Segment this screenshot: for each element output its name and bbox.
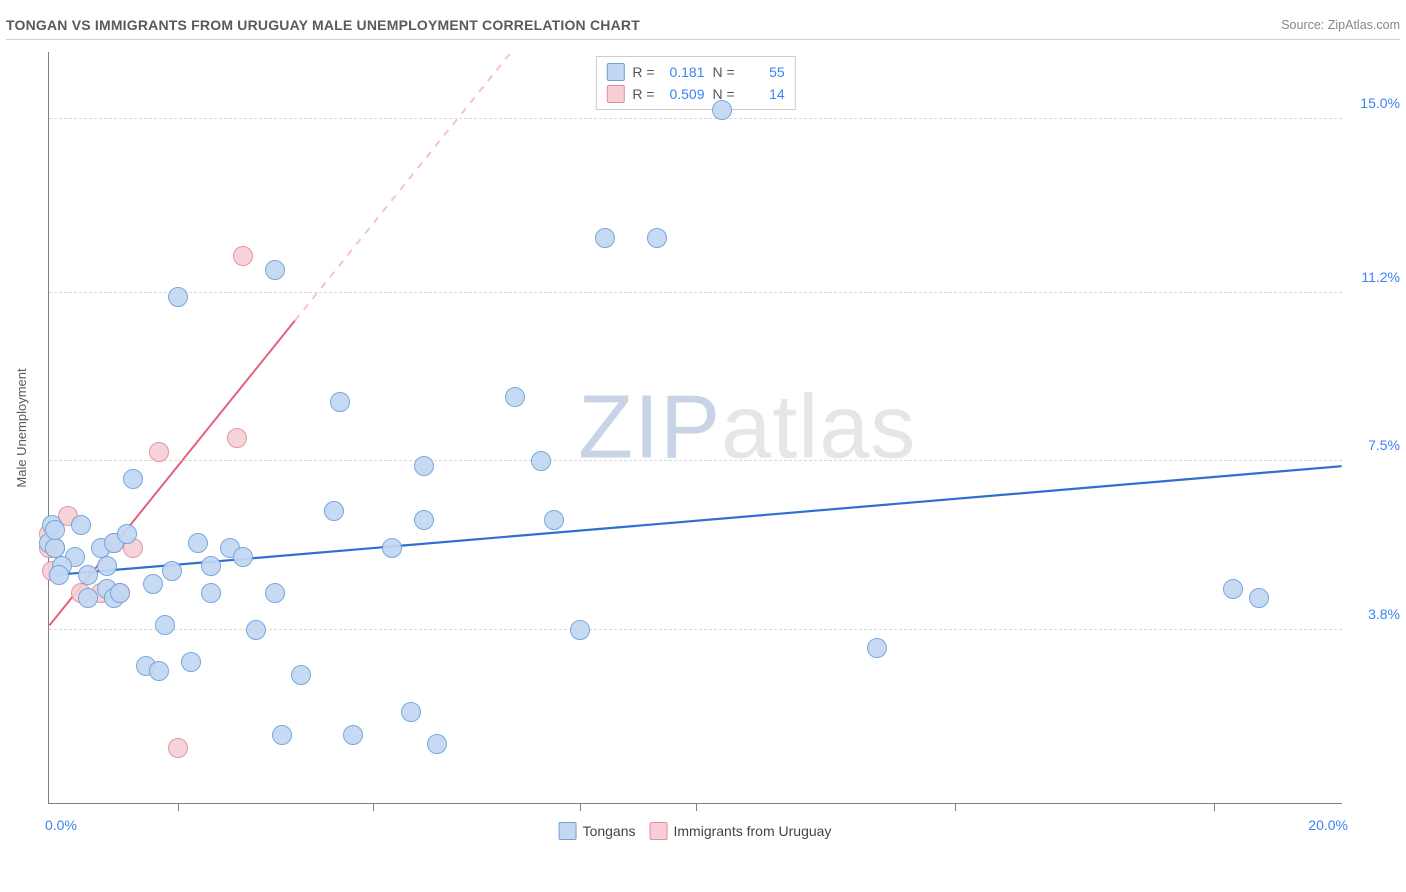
x-tick <box>696 803 697 811</box>
r-value-1: 0.181 <box>663 61 705 83</box>
data-point <box>117 524 137 544</box>
legend: Tongans Immigrants from Uruguay <box>559 822 832 840</box>
data-point <box>291 665 311 685</box>
data-point <box>188 533 208 553</box>
r-label-2: R = <box>632 83 654 105</box>
data-point <box>227 428 247 448</box>
data-point <box>201 556 221 576</box>
n-value-1: 55 <box>743 61 785 83</box>
r-label: R = <box>632 61 654 83</box>
y-tick-label: 11.2% <box>1350 269 1400 285</box>
data-point <box>143 574 163 594</box>
x-tick <box>580 803 581 811</box>
gridline <box>49 629 1342 630</box>
data-point <box>647 228 667 248</box>
data-point <box>544 510 564 530</box>
x-tick <box>373 803 374 811</box>
gridline <box>49 292 1342 293</box>
data-point <box>168 738 188 758</box>
data-point <box>1223 579 1243 599</box>
data-point <box>168 287 188 307</box>
x-tick <box>178 803 179 811</box>
data-point <box>414 456 434 476</box>
data-point <box>343 725 363 745</box>
legend-item-2: Immigrants from Uruguay <box>650 822 832 840</box>
x-tick-label-max: 20.0% <box>1308 817 1348 833</box>
data-point <box>414 510 434 530</box>
data-point <box>97 556 117 576</box>
data-point <box>265 260 285 280</box>
data-point <box>123 469 143 489</box>
data-point <box>149 661 169 681</box>
data-point <box>712 100 732 120</box>
data-point <box>570 620 590 640</box>
data-point <box>272 725 292 745</box>
data-point <box>505 387 525 407</box>
data-point <box>382 538 402 558</box>
data-point <box>110 583 130 603</box>
data-point <box>149 442 169 462</box>
data-point <box>595 228 615 248</box>
legend-label-1: Tongans <box>583 823 636 839</box>
stats-row-2: R = 0.509 N = 14 <box>606 83 784 105</box>
n-label: N = <box>713 61 735 83</box>
y-axis-label: Male Unemployment <box>10 52 34 804</box>
data-point <box>427 734 447 754</box>
r-value-2: 0.509 <box>663 83 705 105</box>
stats-box: R = 0.181 N = 55 R = 0.509 N = 14 <box>595 56 795 110</box>
data-point <box>181 652 201 672</box>
data-point <box>246 620 266 640</box>
data-point <box>49 565 69 585</box>
data-point <box>162 561 182 581</box>
legend-item-1: Tongans <box>559 822 636 840</box>
data-point <box>401 702 421 722</box>
trend-lines-svg <box>49 52 1342 803</box>
data-point <box>233 547 253 567</box>
x-tick <box>955 803 956 811</box>
y-tick-label: 7.5% <box>1350 437 1400 453</box>
data-point <box>233 246 253 266</box>
data-point <box>1249 588 1269 608</box>
plot-wrap: ZIPatlas R = 0.181 N = 55 R = 0.509 N = … <box>48 52 1342 804</box>
data-point <box>330 392 350 412</box>
x-tick-label-min: 0.0% <box>45 817 77 833</box>
n-value-2: 14 <box>743 83 785 105</box>
y-tick-label: 3.8% <box>1350 606 1400 622</box>
data-point <box>324 501 344 521</box>
source-label: Source: ZipAtlas.com <box>1281 18 1400 32</box>
data-point <box>78 565 98 585</box>
legend-swatch-2 <box>650 822 668 840</box>
data-point <box>531 451 551 471</box>
swatch-series-1 <box>606 63 624 81</box>
plot-area: ZIPatlas R = 0.181 N = 55 R = 0.509 N = … <box>48 52 1342 804</box>
data-point <box>45 538 65 558</box>
data-point <box>201 583 221 603</box>
title-bar: TONGAN VS IMMIGRANTS FROM URUGUAY MALE U… <box>6 16 1400 40</box>
data-point <box>155 615 175 635</box>
legend-swatch-1 <box>559 822 577 840</box>
x-tick <box>1214 803 1215 811</box>
gridline <box>49 460 1342 461</box>
swatch-series-2 <box>606 85 624 103</box>
data-point <box>71 515 91 535</box>
gridline <box>49 118 1342 119</box>
y-tick-label: 15.0% <box>1350 95 1400 111</box>
data-point <box>265 583 285 603</box>
data-point <box>45 520 65 540</box>
stats-row-1: R = 0.181 N = 55 <box>606 61 784 83</box>
data-point <box>78 588 98 608</box>
legend-label-2: Immigrants from Uruguay <box>674 823 832 839</box>
chart-title: TONGAN VS IMMIGRANTS FROM URUGUAY MALE U… <box>6 17 640 33</box>
data-point <box>867 638 887 658</box>
